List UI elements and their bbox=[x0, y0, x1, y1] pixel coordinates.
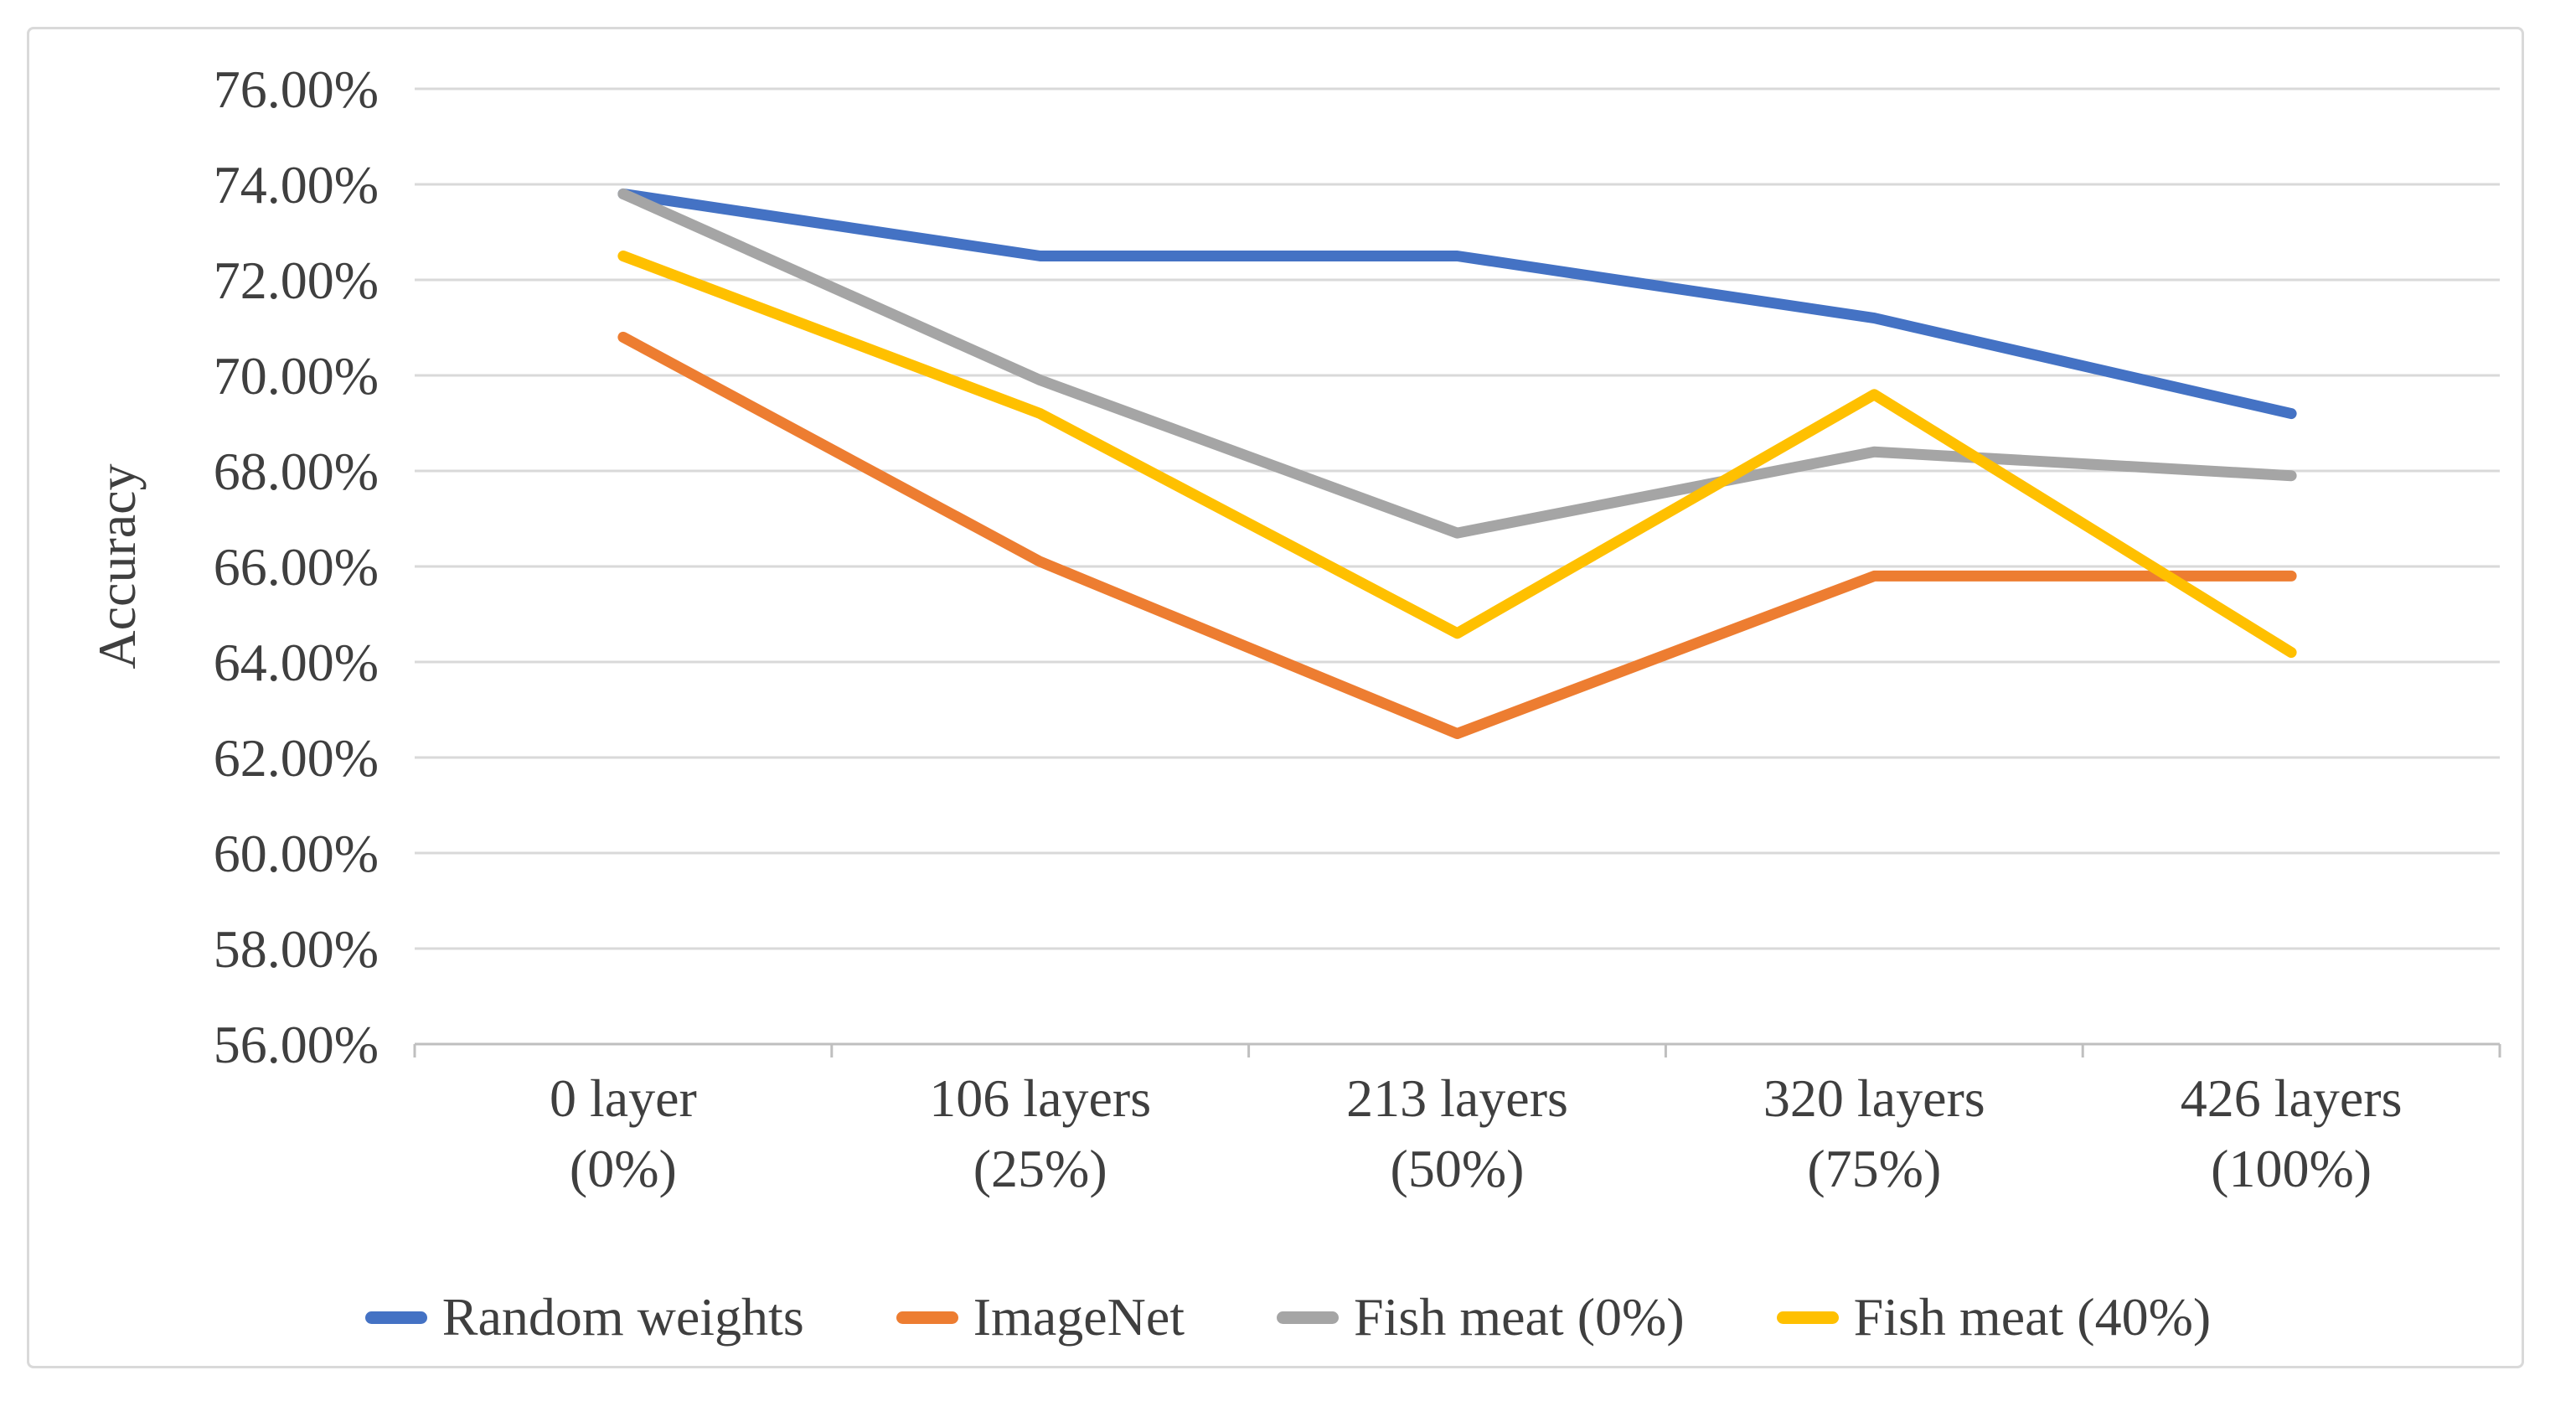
y-tick-label: 58.00% bbox=[214, 919, 379, 979]
legend-item-fish-meat-40-: Fish meat (40%) bbox=[1776, 1286, 2212, 1348]
series-line-random-weights bbox=[617, 188, 2297, 420]
legend-marker-icon bbox=[896, 1311, 958, 1324]
series-line-imagenet bbox=[617, 331, 2297, 739]
y-tick-label: 68.00% bbox=[214, 442, 379, 501]
y-axis-title: Accuracy bbox=[87, 463, 147, 670]
legend-marker-icon bbox=[364, 1311, 427, 1324]
x-category-label: 213 layers (50%) bbox=[1346, 1068, 1568, 1198]
x-category-label: 0 layer (0%) bbox=[550, 1068, 697, 1198]
series-line-fish-meat-0- bbox=[617, 188, 2297, 539]
series-line-fish-meat-40- bbox=[617, 251, 2297, 659]
y-tick-label: 72.00% bbox=[214, 251, 379, 310]
legend: Random weights ImageNet Fish meat (0%) Fish… bbox=[0, 1275, 2576, 1359]
x-category-label: 106 layers (25%) bbox=[929, 1068, 1151, 1198]
x-category-label: 320 layers (75%) bbox=[1763, 1068, 1985, 1198]
legend-marker-icon bbox=[1277, 1311, 1340, 1324]
y-tick-label: 62.00% bbox=[214, 728, 379, 788]
legend-label: Fish meat (0%) bbox=[1354, 1287, 1685, 1347]
y-tick-label: 74.00% bbox=[214, 155, 379, 215]
legend-marker-icon bbox=[1776, 1311, 1839, 1324]
legend-item-fish-meat-0-: Fish meat (0%) bbox=[1277, 1286, 1685, 1348]
y-tick-label: 70.00% bbox=[214, 346, 379, 406]
y-tick-label: 64.00% bbox=[214, 633, 379, 692]
legend-item-random-weights: Random weights bbox=[364, 1286, 804, 1348]
legend-label: Random weights bbox=[441, 1287, 804, 1347]
x-category-label: 426 layers (100%) bbox=[2181, 1068, 2403, 1198]
y-tick-label: 76.00% bbox=[214, 59, 379, 119]
y-tick-label: 66.00% bbox=[214, 537, 379, 597]
legend-label: Fish meat (40%) bbox=[1853, 1287, 2212, 1347]
chart-frame bbox=[27, 27, 2524, 1368]
y-tick-label: 56.00% bbox=[214, 1015, 379, 1074]
legend-item-imagenet: ImageNet bbox=[896, 1286, 1185, 1348]
y-tick-label: 60.00% bbox=[214, 824, 379, 883]
legend-label: ImageNet bbox=[973, 1287, 1185, 1347]
